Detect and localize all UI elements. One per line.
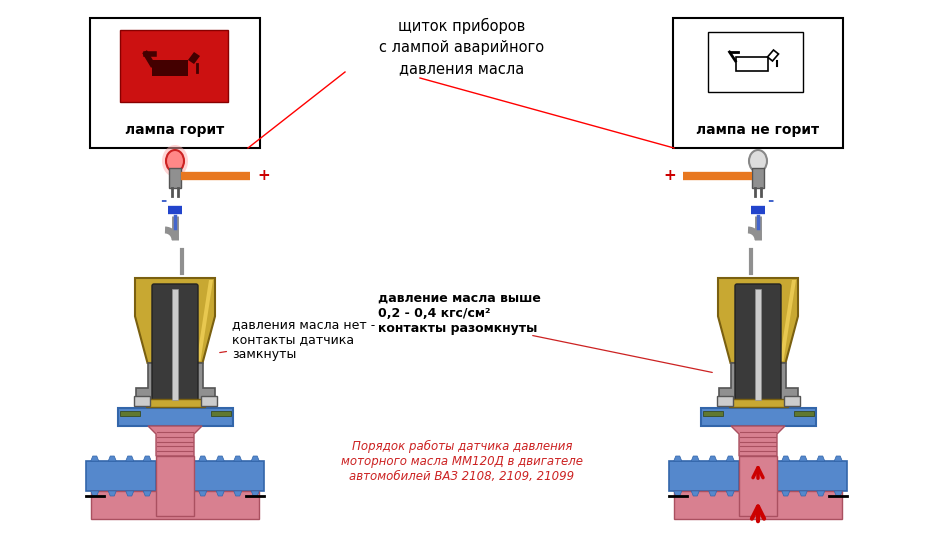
Polygon shape	[234, 491, 242, 496]
Text: давление масла выше
0,2 - 0,4 кгс/см²
контакты разомкнуты: давление масла выше 0,2 - 0,4 кгс/см² ко…	[378, 292, 541, 335]
Polygon shape	[719, 363, 798, 408]
Bar	[755, 289, 761, 400]
Polygon shape	[816, 491, 825, 496]
Polygon shape	[708, 491, 717, 496]
Bar	[708, 32, 803, 92]
Bar	[728, 399, 788, 407]
Bar	[793, 411, 814, 416]
Polygon shape	[198, 491, 207, 496]
Polygon shape	[799, 456, 807, 461]
Polygon shape	[196, 280, 213, 361]
Bar	[700, 408, 816, 426]
Bar	[169, 168, 181, 188]
Bar	[119, 411, 140, 416]
Polygon shape	[834, 456, 843, 461]
Polygon shape	[90, 491, 99, 496]
Polygon shape	[86, 461, 156, 491]
Text: давления масла нет -
контакты датчика
замкнуты: давления масла нет - контакты датчика за…	[220, 318, 375, 361]
Polygon shape	[90, 456, 99, 461]
Polygon shape	[108, 456, 116, 461]
Ellipse shape	[162, 145, 188, 177]
Polygon shape	[726, 491, 735, 496]
Bar	[145, 399, 205, 407]
Polygon shape	[674, 456, 681, 461]
Polygon shape	[148, 426, 202, 456]
Polygon shape	[188, 52, 200, 64]
Polygon shape	[108, 491, 116, 496]
Polygon shape	[718, 278, 798, 363]
Bar	[703, 411, 722, 416]
Bar	[717, 396, 733, 406]
Polygon shape	[216, 456, 224, 461]
Polygon shape	[136, 363, 214, 408]
Polygon shape	[143, 456, 151, 461]
Polygon shape	[782, 491, 789, 496]
Polygon shape	[767, 50, 778, 61]
Text: лампа горит: лампа горит	[126, 123, 224, 137]
Bar	[739, 456, 777, 516]
Polygon shape	[251, 456, 259, 461]
Bar	[210, 411, 231, 416]
Bar	[156, 456, 194, 516]
FancyBboxPatch shape	[735, 284, 781, 402]
Polygon shape	[674, 491, 842, 519]
FancyBboxPatch shape	[152, 284, 198, 402]
Polygon shape	[816, 456, 825, 461]
Polygon shape	[216, 491, 224, 496]
Polygon shape	[731, 426, 785, 456]
Polygon shape	[834, 491, 843, 496]
Text: +: +	[663, 168, 676, 183]
Polygon shape	[691, 491, 699, 496]
Polygon shape	[726, 456, 735, 461]
Polygon shape	[782, 456, 789, 461]
Bar	[90, 18, 260, 148]
Polygon shape	[234, 456, 242, 461]
Polygon shape	[194, 461, 264, 491]
Polygon shape	[779, 280, 796, 361]
Polygon shape	[708, 456, 717, 461]
Bar	[735, 57, 767, 71]
Polygon shape	[777, 461, 847, 491]
Polygon shape	[126, 456, 134, 461]
Bar	[200, 396, 217, 406]
Polygon shape	[143, 491, 151, 496]
Text: лампа не горит: лампа не горит	[696, 123, 819, 137]
Polygon shape	[674, 491, 681, 496]
Bar	[117, 408, 233, 426]
Text: -: -	[767, 193, 773, 208]
Polygon shape	[669, 461, 739, 491]
Bar	[120, 30, 228, 102]
Polygon shape	[799, 491, 807, 496]
Text: щиток приборов
с лампой аварийного
давления масла: щиток приборов с лампой аварийного давле…	[380, 18, 545, 76]
Text: Порядок работы датчика давления
моторного масла ММ120Д в двигателе
автомобилей В: Порядок работы датчика давления моторног…	[341, 440, 583, 483]
Bar	[784, 396, 800, 406]
Polygon shape	[91, 491, 259, 519]
Bar	[152, 60, 188, 76]
Bar	[172, 289, 178, 400]
Polygon shape	[691, 456, 699, 461]
Polygon shape	[198, 456, 207, 461]
Ellipse shape	[166, 150, 184, 172]
Polygon shape	[135, 278, 215, 363]
Ellipse shape	[749, 150, 767, 172]
Bar	[133, 396, 150, 406]
Bar	[673, 18, 843, 148]
Bar	[752, 168, 764, 188]
Polygon shape	[126, 491, 134, 496]
Text: +: +	[257, 168, 270, 183]
Polygon shape	[251, 491, 259, 496]
Text: -: -	[160, 193, 167, 208]
